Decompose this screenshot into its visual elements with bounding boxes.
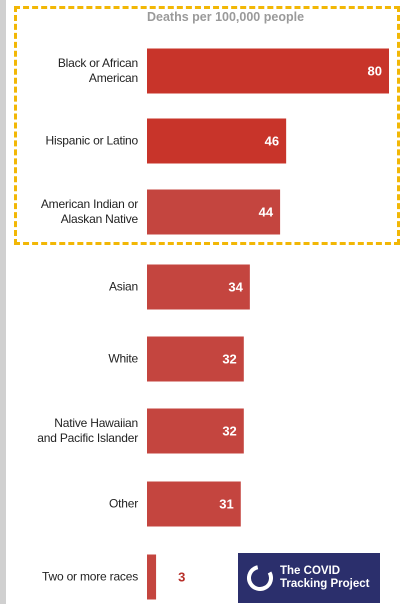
bar bbox=[147, 48, 389, 94]
value-label: 44 bbox=[259, 204, 274, 219]
logo: The COVID Tracking Project bbox=[238, 553, 380, 603]
value-label: 80 bbox=[368, 63, 382, 78]
bar bbox=[147, 554, 157, 600]
value-label: 3 bbox=[178, 569, 185, 584]
category-label: Black or African American bbox=[57, 56, 138, 85]
logo-icon bbox=[247, 565, 273, 591]
category-label: Native Hawaiian and Pacific Islander bbox=[37, 416, 138, 445]
value-label: 32 bbox=[222, 351, 236, 366]
value-label: 46 bbox=[265, 133, 279, 148]
side-bar bbox=[0, 0, 6, 604]
value-label: 31 bbox=[219, 496, 233, 511]
chart-title: Deaths per 100,000 people bbox=[147, 10, 305, 24]
logo-text: The COVID Tracking Project bbox=[280, 565, 370, 590]
bar bbox=[147, 264, 250, 310]
bar bbox=[147, 118, 287, 164]
bar bbox=[147, 336, 244, 382]
category-label: Other bbox=[108, 496, 138, 511]
bar bbox=[147, 481, 241, 527]
value-label: 34 bbox=[228, 279, 243, 294]
value-label: 32 bbox=[222, 423, 236, 438]
category-label: White bbox=[108, 351, 138, 366]
bar bbox=[147, 189, 281, 235]
category-label: Two or more races bbox=[42, 569, 138, 584]
category-label: Asian bbox=[108, 279, 138, 294]
bar bbox=[147, 408, 244, 454]
highlight-frame bbox=[14, 6, 400, 245]
category-label: American Indian or Alaskan Native bbox=[40, 197, 138, 226]
category-label: Hispanic or Latino bbox=[45, 133, 139, 148]
